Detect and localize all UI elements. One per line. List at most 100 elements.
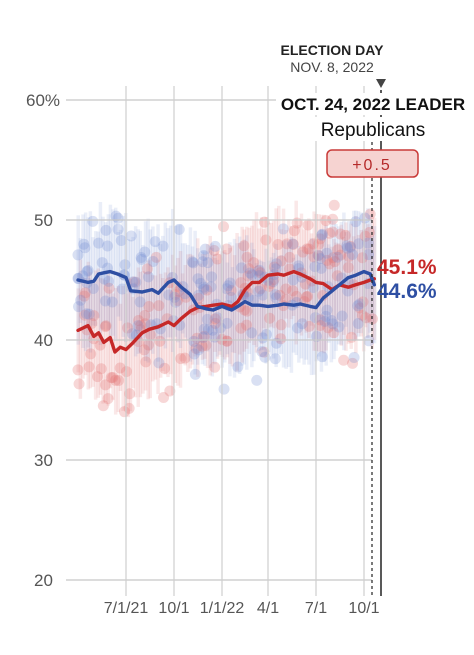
poll-dot xyxy=(363,227,375,239)
poll-dot xyxy=(251,374,263,386)
poll-dot xyxy=(321,304,333,316)
poll-dot xyxy=(287,285,299,297)
poll-dot xyxy=(287,238,299,250)
poll-dot xyxy=(141,263,153,275)
y-tick-label: 50 xyxy=(34,211,53,230)
poll-dot xyxy=(302,219,314,231)
poll-dot xyxy=(209,313,221,325)
poll-dot xyxy=(221,335,233,347)
poll-dot xyxy=(112,212,124,224)
poll-dot xyxy=(195,277,207,289)
poll-dot xyxy=(196,340,208,352)
poll-dot xyxy=(314,253,326,265)
poll-dot xyxy=(260,234,272,246)
poll-dot xyxy=(119,259,131,271)
poll-dot xyxy=(321,247,333,259)
poll-dot xyxy=(103,275,115,287)
poll-dot xyxy=(290,290,302,302)
republican-end-label: 45.1% xyxy=(377,256,437,279)
poll-dot xyxy=(268,261,280,273)
poll-dot xyxy=(175,353,187,365)
leader-margin-badge xyxy=(326,149,419,178)
poll-dot xyxy=(296,318,308,330)
poll-dot xyxy=(270,258,282,270)
poll-dot xyxy=(135,319,147,331)
poll-dot xyxy=(79,242,91,254)
poll-dot xyxy=(142,339,154,351)
poll-dot xyxy=(99,379,111,391)
poll-dot xyxy=(109,374,121,386)
poll-dot xyxy=(158,392,170,404)
poll-dot xyxy=(198,281,210,293)
poll-dot xyxy=(186,256,198,268)
poll-dot xyxy=(80,308,92,320)
poll-dot xyxy=(235,277,247,289)
poll-dot xyxy=(254,283,266,295)
poll-dot xyxy=(326,314,338,326)
poll-dot xyxy=(221,335,233,347)
poll-dot xyxy=(335,228,347,240)
poll-dot xyxy=(163,289,175,301)
leader-party-background xyxy=(312,117,436,141)
poll-dot xyxy=(209,317,221,329)
poll-dot xyxy=(130,276,142,288)
poll-dot xyxy=(197,256,209,268)
poll-dot xyxy=(198,323,210,335)
poll-dot xyxy=(124,388,136,400)
poll-dot xyxy=(275,333,287,345)
poll-dot xyxy=(100,320,112,332)
poll-dot xyxy=(123,402,135,414)
poll-dot xyxy=(316,351,328,363)
poll-dot xyxy=(102,240,114,252)
poll-dot xyxy=(270,263,282,275)
x-tick-label: 1/1/22 xyxy=(200,600,245,617)
poll-dot xyxy=(260,328,272,340)
poll-dot xyxy=(357,296,369,308)
poll-dot xyxy=(356,252,368,264)
series-lines xyxy=(76,269,376,354)
leader-title-background xyxy=(276,93,470,115)
poll-dot xyxy=(224,277,236,289)
y-tick-label: 60% xyxy=(26,91,60,110)
poll-dot xyxy=(264,312,276,324)
poll-dot xyxy=(105,372,117,384)
poll-dot xyxy=(235,262,247,274)
leader-party: Republicans xyxy=(321,120,426,141)
poll-dot xyxy=(85,348,97,360)
poll-dot xyxy=(246,269,258,281)
poll-dot xyxy=(252,265,264,277)
poll-dot xyxy=(269,289,281,301)
poll-dot xyxy=(301,243,313,255)
poll-dot xyxy=(315,262,327,274)
poll-dot xyxy=(209,331,221,343)
poll-dot xyxy=(243,263,255,275)
poll-dot xyxy=(153,300,165,312)
poll-dot xyxy=(353,238,365,250)
poll-dot xyxy=(225,291,237,303)
poll-dot xyxy=(348,352,360,364)
poll-dot xyxy=(259,351,271,363)
poll-dot xyxy=(142,271,154,283)
poll-dot xyxy=(221,283,233,295)
poll-dot xyxy=(312,249,324,261)
poll-dot xyxy=(198,283,210,295)
poll-dot xyxy=(150,251,162,263)
poll-dot xyxy=(92,371,104,383)
poll-dot xyxy=(95,363,107,375)
poll-dot xyxy=(299,278,311,290)
poll-dot xyxy=(116,283,128,295)
poll-dot xyxy=(287,274,299,286)
poll-dot xyxy=(113,374,125,386)
poll-dot xyxy=(143,301,155,313)
poll-dot xyxy=(238,240,250,252)
y-tick-label: 30 xyxy=(34,451,53,470)
poll-dot xyxy=(274,289,286,301)
poll-dot xyxy=(128,276,140,288)
poll-dot xyxy=(331,251,343,263)
x-tick-label: 7/1/21 xyxy=(104,600,149,617)
poll-dot xyxy=(201,284,213,296)
poll-dot xyxy=(202,257,214,269)
poll-dot xyxy=(329,256,341,268)
